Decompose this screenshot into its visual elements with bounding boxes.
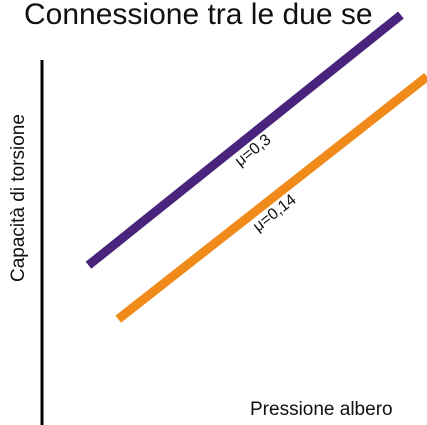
y-axis-label: Capacità di torsione <box>8 114 29 282</box>
x-axis-label: Pressione albero <box>250 399 393 420</box>
series-line-mu-03 <box>85 11 404 269</box>
top-caption: Connessione tra le due se <box>24 0 373 31</box>
series-layer <box>85 11 427 323</box>
series-line-mu-014 <box>115 73 427 323</box>
